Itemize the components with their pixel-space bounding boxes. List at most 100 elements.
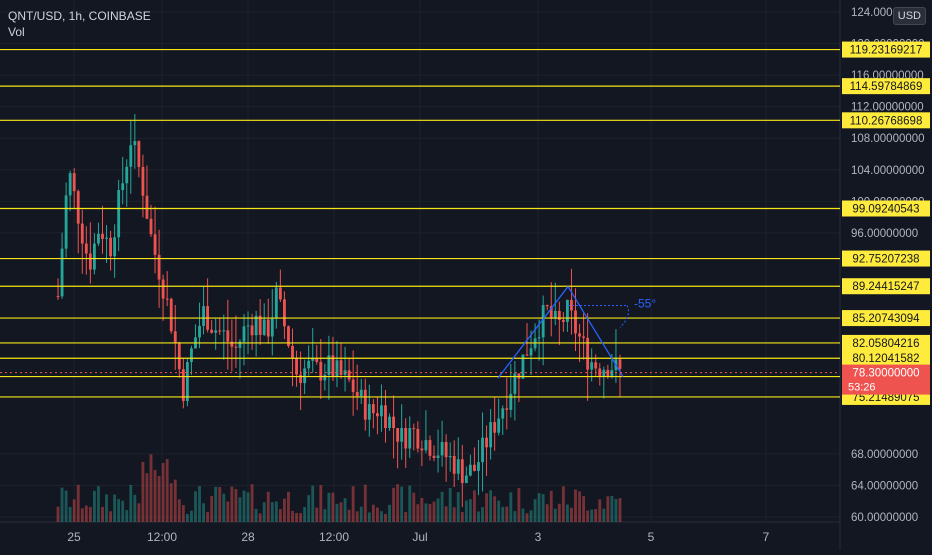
volume-bar — [76, 484, 80, 522]
candles — [56, 113, 622, 507]
volume-bar — [553, 508, 557, 522]
volume-bar — [582, 496, 586, 522]
candle-body — [129, 145, 133, 167]
candle — [238, 339, 242, 379]
candle-body — [549, 306, 553, 318]
candle-body — [355, 391, 359, 397]
volume-bar — [299, 513, 303, 522]
candle — [230, 319, 234, 372]
volume-bar — [610, 495, 614, 522]
candle — [177, 341, 181, 378]
candle — [396, 427, 400, 469]
volume-bar — [283, 498, 286, 522]
candle-body — [105, 237, 108, 239]
candle — [602, 366, 606, 399]
candle-body — [323, 374, 327, 381]
candle — [566, 299, 569, 332]
volume-bar — [287, 491, 290, 522]
volume-bar — [351, 486, 355, 522]
candle — [222, 314, 226, 360]
x-tick-label: 5 — [648, 530, 655, 544]
candle — [72, 168, 76, 209]
volume-bar — [590, 509, 594, 522]
candle — [250, 313, 254, 350]
candle-body — [590, 362, 594, 370]
candle-body — [198, 325, 201, 338]
candle-body — [299, 374, 303, 384]
volume-bar — [109, 511, 112, 522]
candle-body — [432, 455, 436, 459]
candle — [477, 440, 480, 496]
candle-body — [238, 341, 242, 348]
y-tick-label: 96.00000000 — [851, 228, 918, 240]
candle-body — [133, 141, 137, 146]
candle — [121, 156, 125, 205]
candle — [307, 345, 311, 376]
candle — [416, 421, 420, 453]
candle-body — [537, 337, 541, 339]
volume-bar — [505, 506, 509, 522]
candle-body — [440, 442, 444, 456]
volume-bar — [452, 507, 456, 522]
volume-bar — [270, 502, 274, 522]
volume-bar — [137, 503, 141, 522]
volume-bar — [537, 493, 541, 522]
candle-body — [460, 459, 464, 484]
candle-body — [396, 428, 400, 442]
volume-bar — [412, 492, 416, 522]
volume-bar — [266, 491, 270, 522]
candle — [319, 339, 323, 399]
candle — [80, 209, 84, 274]
x-tick-label: 3 — [535, 530, 542, 544]
x-tick-label: 12:00 — [147, 530, 177, 544]
volume-bar — [497, 500, 501, 522]
volume-bar — [206, 511, 210, 522]
candle-body — [392, 416, 395, 429]
volume-indicator-label[interactable]: Vol — [8, 25, 25, 39]
candle-body — [367, 404, 371, 420]
candle — [149, 204, 153, 238]
candle — [497, 398, 501, 436]
candle — [185, 357, 189, 407]
candle — [355, 364, 359, 411]
candle — [190, 345, 193, 375]
level-price-label: 89.24415247 — [852, 281, 919, 293]
candle-body — [561, 319, 565, 322]
volume-bar — [250, 484, 254, 522]
volume-bar — [194, 491, 197, 522]
volume-bar — [509, 492, 513, 522]
candle-body — [157, 254, 161, 280]
volume-bar — [570, 507, 573, 522]
candle-body — [101, 233, 104, 239]
volume-bar — [343, 498, 347, 522]
candle-body — [149, 218, 153, 235]
candle-body — [586, 337, 590, 370]
candle-body — [145, 195, 149, 219]
volume-bar — [456, 492, 460, 522]
volume-bar — [529, 510, 533, 522]
y-tick-label: 60.00000000 — [851, 512, 918, 524]
candle-body — [448, 455, 452, 458]
candle — [234, 315, 238, 368]
volume-bar — [262, 502, 266, 522]
volume-bar — [489, 490, 493, 522]
currency-badge[interactable]: USD — [892, 7, 926, 25]
last-price-tag-bg — [842, 364, 930, 395]
volume-bar — [323, 509, 327, 522]
candle — [113, 224, 117, 278]
volume-bar — [214, 486, 218, 522]
candle-body — [88, 253, 92, 270]
volume-bar — [169, 483, 173, 522]
candle-body — [493, 422, 497, 433]
candle — [64, 182, 68, 258]
candle — [400, 404, 404, 460]
volume-bar — [218, 487, 222, 522]
volume-bar — [424, 503, 428, 522]
y-tick-label: 68.00000000 — [851, 449, 918, 461]
candle-body — [574, 310, 577, 334]
candle — [262, 303, 266, 337]
candle — [214, 318, 218, 350]
volume-bar — [485, 493, 488, 522]
